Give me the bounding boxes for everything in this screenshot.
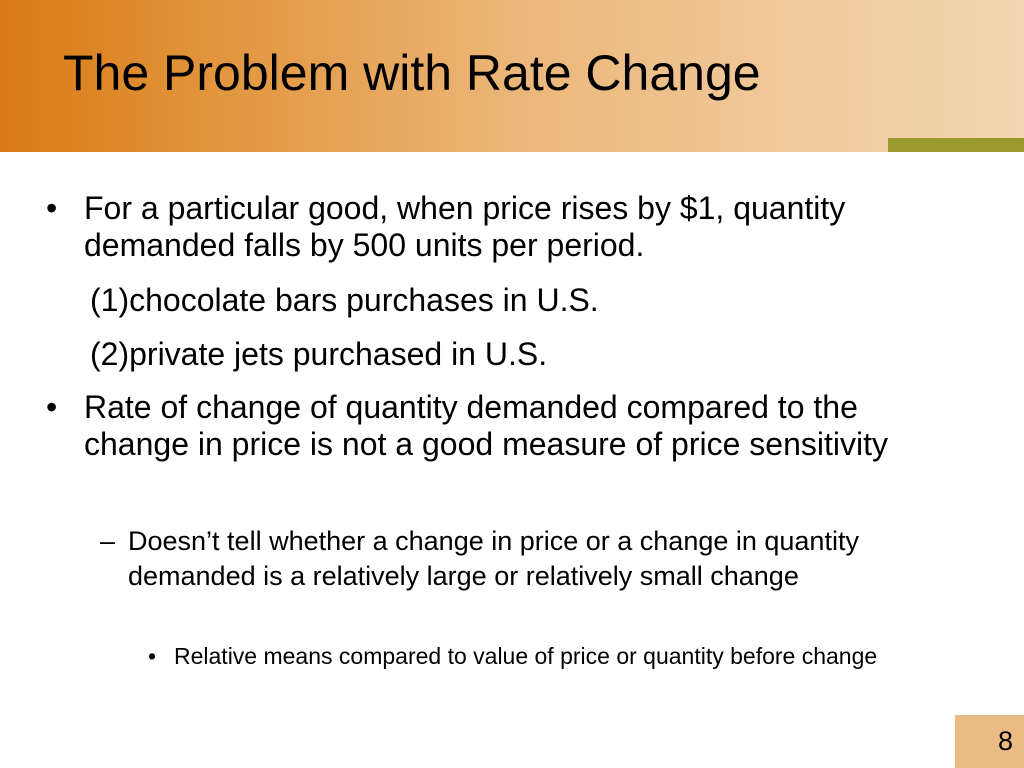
page-number: 8 <box>997 726 1013 756</box>
bullet-1-symbol: • <box>46 190 58 226</box>
example-1: (1)chocolate bars purchases in U.S. <box>90 282 599 318</box>
slide-title: The Problem with Rate Change <box>63 45 761 101</box>
example-2: (2)private jets purchased in U.S. <box>90 336 548 372</box>
bullet-2-text: Rate of change of quantity demanded comp… <box>84 389 888 462</box>
bullet-2-symbol: • <box>46 389 58 425</box>
sub-sub-bullet-symbol: • <box>148 643 157 669</box>
bullet-1-text: For a particular good, when price rises … <box>84 190 846 263</box>
title-band <box>0 0 1024 152</box>
sub-sub-bullet-text: Relative means compared to value of pric… <box>174 643 878 669</box>
page-number-box: 8 <box>955 715 1024 768</box>
sub-bullet-text: Doesn’t tell whether a change in price o… <box>128 526 859 591</box>
sub-bullet-symbol: – <box>100 526 116 556</box>
accent-bar <box>888 138 1024 152</box>
